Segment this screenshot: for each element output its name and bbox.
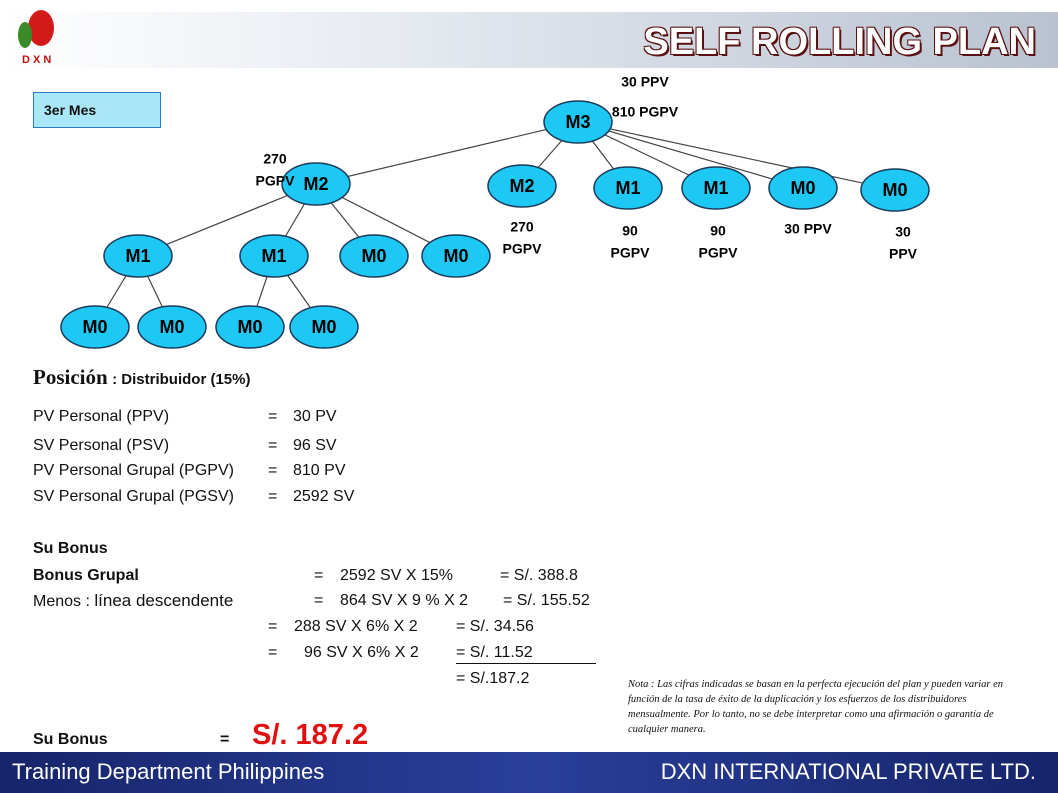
node <box>281 162 351 206</box>
node <box>681 166 751 210</box>
tree: M3 30 PPV 810 PGPV M2 270 PGPV M2 270 PGPV M1 90 PG… <box>60 74 930 349</box>
node-label: M1 <box>703 178 728 198</box>
node <box>593 166 663 210</box>
minus-result: = S/. 155.52 <box>503 592 590 609</box>
line4-result: = S/. 11.52 <box>456 643 596 664</box>
bonus-label: Bonus Grupal <box>33 567 139 584</box>
edge <box>577 121 896 191</box>
position-rank: : Distribuidor (15%) <box>112 371 251 388</box>
equals: = <box>268 618 278 635</box>
row-label: PV Personal Grupal (PGPV) <box>33 462 234 479</box>
row-label: SV Personal (PSV) <box>33 437 170 454</box>
note: Nota : Las cifras indicadas se basan en … <box>628 679 1004 735</box>
footer: Training Department Philippines DXN INTE… <box>0 752 1058 793</box>
node <box>487 164 557 208</box>
node-label: M2 <box>303 174 328 194</box>
total-value: S/. 187.2 <box>252 719 369 751</box>
node <box>103 234 173 278</box>
node-annotation: 30 PPV <box>621 74 669 90</box>
node-label: M1 <box>261 246 286 266</box>
row-value: 96 SV <box>293 437 337 454</box>
node-label: M0 <box>443 246 468 266</box>
node-label: M0 <box>790 178 815 198</box>
node <box>137 305 207 349</box>
bonus-calc: 2592 SV X 15% <box>340 567 453 584</box>
node-label: M1 <box>615 178 640 198</box>
row-value: 810 PV <box>293 462 346 479</box>
node-label: M0 <box>82 317 107 337</box>
header-band <box>0 12 1058 68</box>
node <box>289 305 359 349</box>
row-label: SV Personal Grupal (PGSV) <box>33 488 234 505</box>
total-label: Su Bonus <box>33 731 108 748</box>
minus-prefix: Menos : <box>33 593 95 610</box>
row-value: 2592 SV <box>293 488 355 505</box>
footer-right: DXN INTERNATIONAL PRIVATE LTD. <box>660 759 1036 784</box>
edge <box>137 183 317 257</box>
row-label: PV Personal (PPV) <box>33 408 170 425</box>
bonus-result: = S/. 388.8 <box>500 567 578 584</box>
position-title: Posición <box>33 365 108 389</box>
minus-label: Menos : línea descendente <box>33 591 233 612</box>
equals: = <box>268 462 278 479</box>
footer-left: Training Department Philippines <box>12 759 325 784</box>
node-label: M0 <box>361 246 386 266</box>
equals: = <box>314 567 324 584</box>
position-heading: Posición : Distribuidor (15%) <box>33 364 250 393</box>
logo-text: D X N <box>22 54 52 66</box>
node <box>239 234 309 278</box>
node-label: M0 <box>237 317 262 337</box>
node-annotation: 90 <box>710 223 726 239</box>
logo: D X N <box>14 8 74 68</box>
node-annotation: 810 PGPV <box>612 104 679 120</box>
node-label: M0 <box>882 180 907 200</box>
equals: = <box>268 644 278 661</box>
node-annotation: 270 <box>263 151 287 167</box>
node <box>543 100 613 144</box>
line4-calc: 96 SV X 6% X 2 <box>304 644 419 661</box>
minus-calc: 864 SV X 9 % X 2 <box>340 592 469 609</box>
node <box>860 168 930 212</box>
month-label: 3er Mes <box>33 92 161 128</box>
node-label: M0 <box>311 317 336 337</box>
edge <box>315 121 579 185</box>
row-value: 30 PV <box>293 408 337 425</box>
node-annotation: 30 <box>895 224 911 240</box>
node-annotation: 90 <box>622 223 638 239</box>
equals: = <box>314 592 324 609</box>
node <box>339 234 409 278</box>
equals: = <box>268 488 278 505</box>
equals: = <box>268 408 278 425</box>
node-annotation: PGPV <box>503 241 543 257</box>
sum: = S/.187.2 <box>456 670 530 687</box>
node-annotation: PPV <box>889 246 918 262</box>
bonus-heading: Su Bonus <box>33 540 108 557</box>
node-label: M2 <box>509 176 534 196</box>
node <box>60 305 130 349</box>
node-annotation: PGPV <box>256 173 296 189</box>
node-label: M1 <box>125 246 150 266</box>
node <box>215 305 285 349</box>
node-label: M0 <box>159 317 184 337</box>
node-label: M3 <box>565 112 590 132</box>
node-annotation: PGPV <box>611 245 651 261</box>
node-annotation: 30 PPV <box>784 221 832 237</box>
node <box>421 234 491 278</box>
line3-result: = S/. 34.56 <box>456 618 534 635</box>
node-annotation: PGPV <box>699 245 739 261</box>
equals: = <box>268 437 278 454</box>
line3-calc: 288 SV X 6% X 2 <box>294 618 418 635</box>
node-annotation: 270 <box>510 219 534 235</box>
node <box>768 166 838 210</box>
minus-term: línea descendente <box>94 591 234 610</box>
title: SELF ROLLING PLAN <box>643 21 1036 63</box>
equals: = <box>220 731 230 748</box>
edge <box>577 121 804 189</box>
